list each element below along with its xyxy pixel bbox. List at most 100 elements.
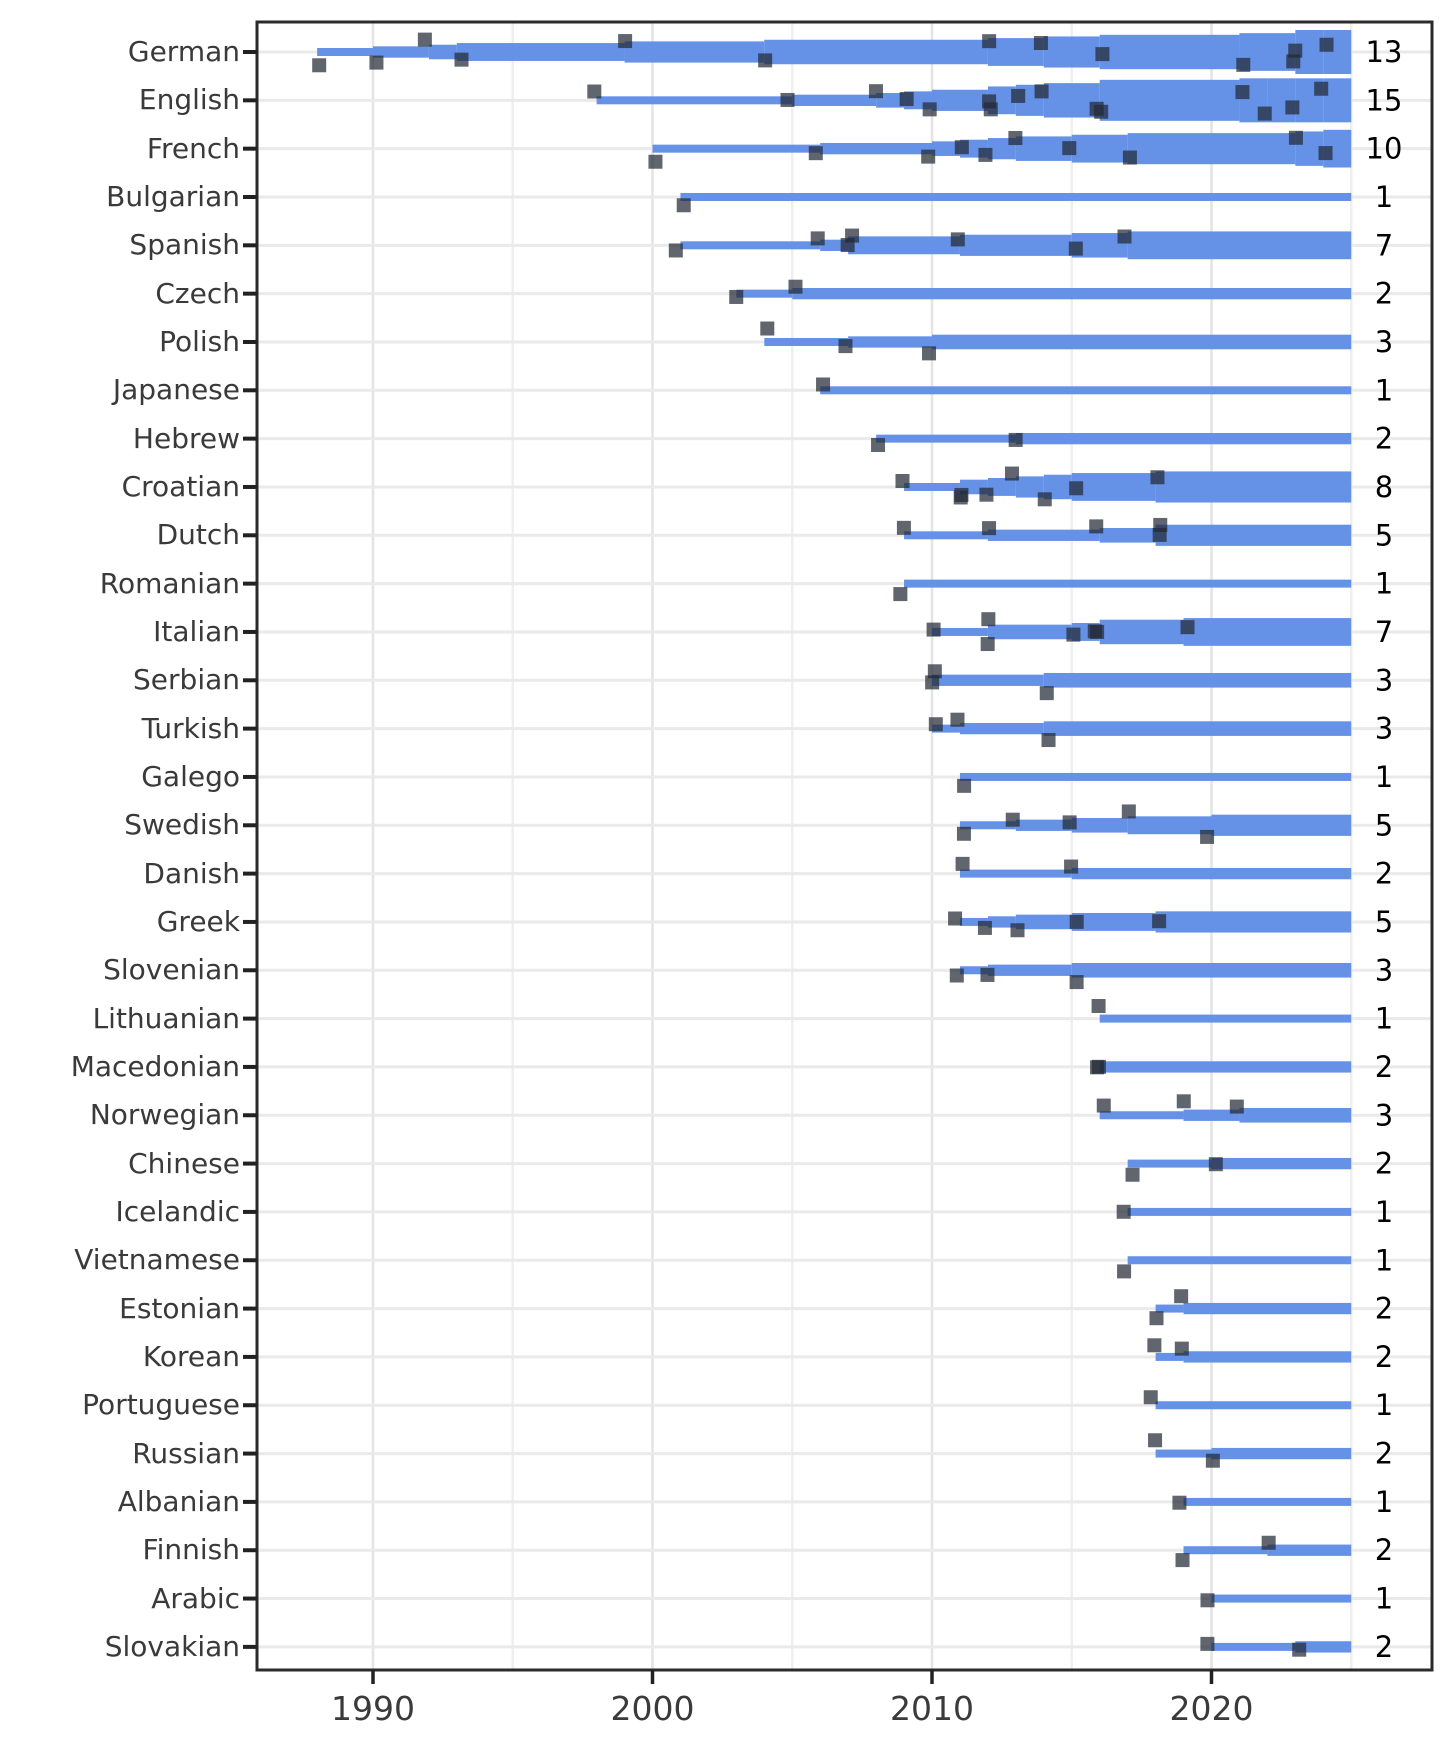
stream-segment — [959, 234, 1072, 256]
event-marker — [587, 84, 602, 99]
event-marker — [954, 140, 969, 155]
y-axis-label: Galego — [141, 759, 240, 793]
stream-segment — [1127, 133, 1296, 165]
stream-segment — [1155, 1449, 1212, 1458]
count-label: 5 — [1375, 518, 1393, 552]
event-marker — [1176, 1094, 1191, 1109]
count-label: 1 — [1375, 1485, 1393, 1519]
count-label: 2 — [1375, 1340, 1393, 1374]
count-label: 2 — [1375, 857, 1393, 891]
event-marker — [1200, 1593, 1215, 1608]
event-marker — [618, 34, 633, 49]
event-marker — [816, 377, 831, 392]
count-label: 2 — [1375, 1147, 1393, 1181]
y-axis-label: Bulgarian — [106, 179, 240, 213]
event-marker — [810, 231, 825, 246]
event-marker — [1285, 100, 1300, 115]
y-axis-label: Croatian — [121, 469, 240, 503]
event-marker — [1069, 914, 1084, 929]
stream-segment — [1071, 962, 1352, 978]
y-axis-label: French — [146, 131, 240, 165]
stream-segment — [987, 916, 1016, 928]
event-marker — [1064, 859, 1079, 874]
stream-segment — [820, 239, 849, 251]
y-axis-label: Slovenian — [103, 953, 240, 987]
stream-segment — [1155, 911, 1352, 933]
count-label: 3 — [1375, 953, 1393, 987]
event-marker — [980, 637, 995, 652]
event-marker — [1037, 492, 1052, 507]
event-marker — [1208, 1157, 1223, 1172]
stream-segment — [1183, 1546, 1268, 1555]
event-marker — [1069, 481, 1084, 496]
event-marker — [950, 232, 965, 247]
y-axis-label: Norwegian — [89, 1098, 240, 1132]
event-marker — [1236, 57, 1251, 72]
y-axis-label: Vietnamese — [74, 1243, 240, 1277]
event-marker — [1314, 81, 1329, 96]
stream-segment — [1211, 1157, 1352, 1170]
event-marker — [845, 228, 860, 243]
stream-segment — [932, 334, 1352, 350]
y-axis-label: Greek — [156, 904, 240, 938]
event-marker — [1096, 1098, 1111, 1113]
event-marker — [1143, 1390, 1158, 1405]
event-marker — [1090, 624, 1105, 639]
event-marker — [978, 147, 993, 162]
event-marker — [1174, 1289, 1189, 1304]
event-marker — [926, 622, 941, 637]
event-marker — [1117, 229, 1132, 244]
stream-segment — [456, 43, 625, 61]
stream-segment — [680, 192, 1352, 201]
y-axis-label: Finnish — [142, 1533, 240, 1567]
stream-segment — [1211, 1594, 1352, 1603]
stream-segment — [1015, 476, 1044, 498]
y-axis-label: Portuguese — [82, 1388, 240, 1422]
count-label: 1 — [1375, 567, 1393, 601]
stream-segment — [1099, 528, 1156, 543]
event-marker — [977, 920, 992, 935]
stream-segment — [987, 964, 1072, 976]
stream-segment — [764, 39, 988, 65]
stream-segment — [959, 917, 988, 926]
stream-segment — [987, 529, 1100, 541]
stream-segment — [959, 722, 1044, 735]
stream-segment — [1155, 524, 1352, 546]
event-marker — [1200, 1636, 1215, 1651]
event-marker — [417, 32, 432, 47]
y-axis-label: Macedonian — [70, 1049, 240, 1083]
event-marker — [1152, 914, 1167, 929]
count-label: 3 — [1375, 325, 1393, 359]
stream-segment — [1211, 1447, 1352, 1460]
count-label: 1 — [1375, 760, 1393, 794]
event-marker — [981, 612, 996, 627]
event-marker — [983, 102, 998, 117]
count-label: 2 — [1375, 422, 1393, 456]
stream-segment — [932, 141, 960, 156]
event-marker — [1069, 975, 1084, 990]
y-axis-label: Serbian — [133, 663, 240, 697]
event-marker — [1011, 88, 1026, 103]
stream-segment — [1043, 721, 1352, 736]
event-marker — [808, 146, 823, 161]
count-label: 5 — [1375, 808, 1393, 842]
stream-segment — [904, 579, 1352, 588]
event-marker — [899, 92, 914, 107]
stream-segment — [987, 624, 1072, 640]
stream-segment — [1127, 1256, 1352, 1265]
y-axis-label: Swedish — [124, 808, 240, 842]
event-marker — [1062, 815, 1077, 830]
stream-segment — [932, 627, 988, 636]
stream-segment — [1071, 867, 1352, 880]
event-marker — [1117, 1264, 1132, 1279]
y-axis-label: Turkish — [141, 711, 240, 745]
y-axis-label: Icelandic — [115, 1194, 240, 1228]
event-marker — [1068, 241, 1083, 256]
event-marker — [780, 92, 795, 107]
count-label: 2 — [1375, 1292, 1393, 1326]
event-marker — [927, 664, 942, 679]
stream-segment — [959, 772, 1352, 781]
stream-segment — [1295, 1641, 1352, 1653]
stream-segment — [1071, 134, 1128, 163]
event-marker — [925, 675, 940, 690]
